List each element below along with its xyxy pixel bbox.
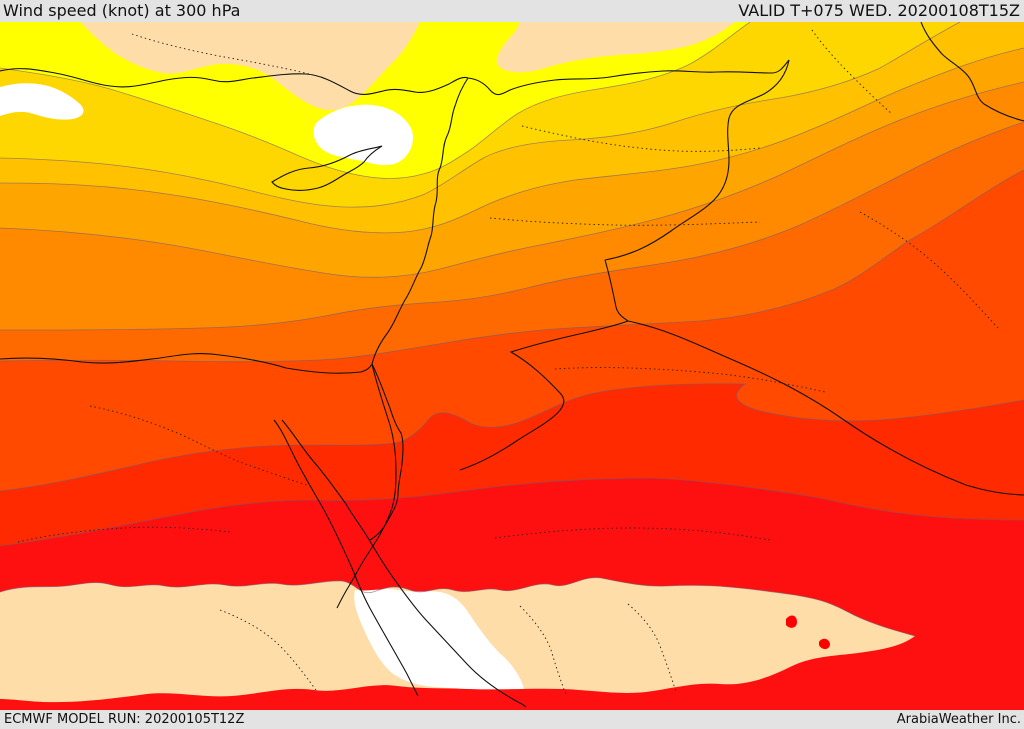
wind-band-south-hotspots [786,615,830,650]
internal-boundary-3 [489,217,761,226]
contour-9 [0,577,916,637]
contour-5 [0,121,1024,331]
model-run: ECMWF MODEL RUN: 20200105T12Z [4,712,245,727]
gulf-of-suez-east [281,419,527,708]
wind-contours [0,22,1024,637]
internal-boundary-6 [17,526,231,543]
contour-7 [0,383,1024,492]
syria-iraq-border [604,59,790,261]
internal-boundaries [17,29,999,695]
internal-boundary-1 [131,33,326,79]
east-border-north [920,22,1024,122]
valid-time: VALID T+075 WED. 20200108T15Z [738,1,1020,20]
cyprus-outline [271,145,383,191]
wind-band-1 [80,22,420,111]
internal-boundary-9 [519,605,567,695]
wind-band-1-top-right [496,22,735,73]
wind-speed-svg [0,22,1024,710]
wind-speed-map [0,22,1024,710]
internal-boundary-5 [89,405,311,487]
internal-boundary-4 [554,367,826,393]
political-borders [0,22,1024,708]
internal-boundary-12 [811,29,893,115]
wind-band-0-northwest [0,83,84,120]
turkey-south-coast [0,68,469,95]
internal-boundary-11 [859,211,999,329]
contour-6 [0,169,1024,363]
wind-band-0-cyprus [313,104,413,166]
libya-egypt-north-coast [0,353,373,374]
internal-boundary-7 [494,527,771,541]
map-footer: ECMWF MODEL RUN: 20200105T12Z ArabiaWeat… [0,710,1024,729]
contour-2 [0,22,961,208]
provider-name: ArabiaWeather Inc. [896,712,1021,727]
map-header: Wind speed (knot) at 300 hPa VALID T+075… [0,0,1024,22]
iraq-jordan-border [604,259,629,322]
jordan-saudi-border [459,320,629,471]
levant-coast [371,77,469,365]
wind-band-south-white [354,589,524,690]
contour-4 [0,81,1024,278]
sinai-peninsula [336,363,397,609]
saudi-iraq-border [627,320,1024,496]
contour-8 [0,477,1024,547]
map-title: Wind speed (knot) at 300 hPa [3,1,241,20]
gulf-of-suez-west [273,419,419,697]
contour-1 [0,22,751,179]
turkey-syria-border [467,59,790,96]
internal-boundary-2 [521,125,761,152]
contour-3 [0,47,1024,234]
